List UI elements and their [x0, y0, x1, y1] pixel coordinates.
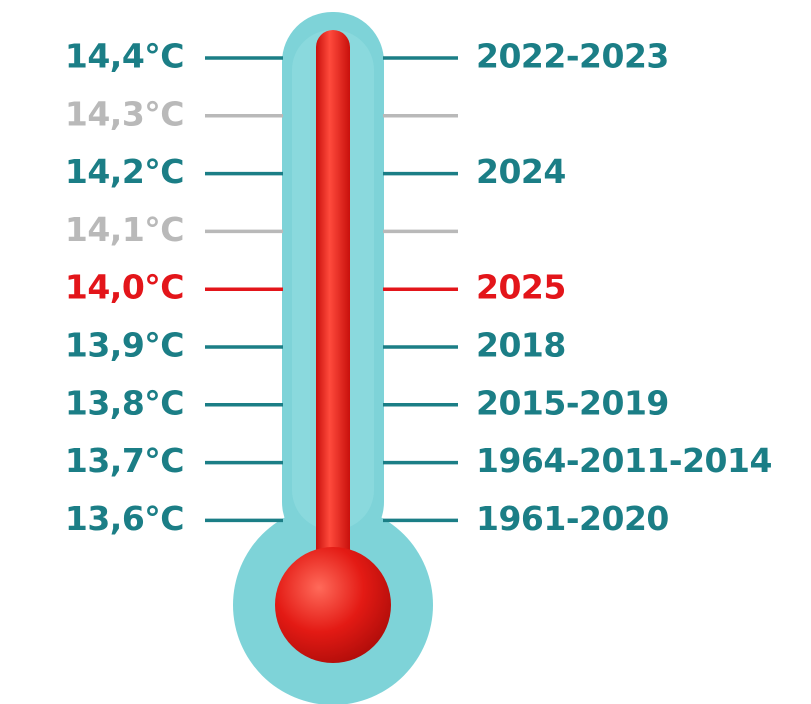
temperature-label: 14,4°C [65, 37, 184, 76]
years-label: 2018 [476, 326, 566, 365]
temperature-label: 13,9°C [65, 326, 184, 365]
years-label: 2025 [476, 268, 566, 307]
years-label: 1964-2011-2014 [476, 441, 772, 480]
temperature-label: 14,0°C [65, 268, 184, 307]
scale-rows: 14,4°C 2022-2023 14,3°C 14,2°C 2024 14,1°C 14,… [65, 37, 773, 538]
temperature-label: 14,3°C [65, 94, 184, 133]
years-label: 2022-2023 [476, 37, 669, 76]
temperature-label: 14,1°C [65, 210, 184, 249]
years-label: 2024 [476, 152, 566, 191]
temperature-label: 13,8°C [65, 383, 184, 422]
years-label: 2015-2019 [476, 383, 669, 422]
thermometer [233, 12, 433, 704]
temperature-label: 14,2°C [65, 152, 184, 191]
temperature-label: 13,7°C [65, 441, 184, 480]
mercury-bulb [275, 547, 391, 663]
temperature-label: 13,6°C [65, 499, 184, 538]
mercury-column [316, 30, 350, 570]
years-label: 1961-2020 [476, 499, 669, 538]
